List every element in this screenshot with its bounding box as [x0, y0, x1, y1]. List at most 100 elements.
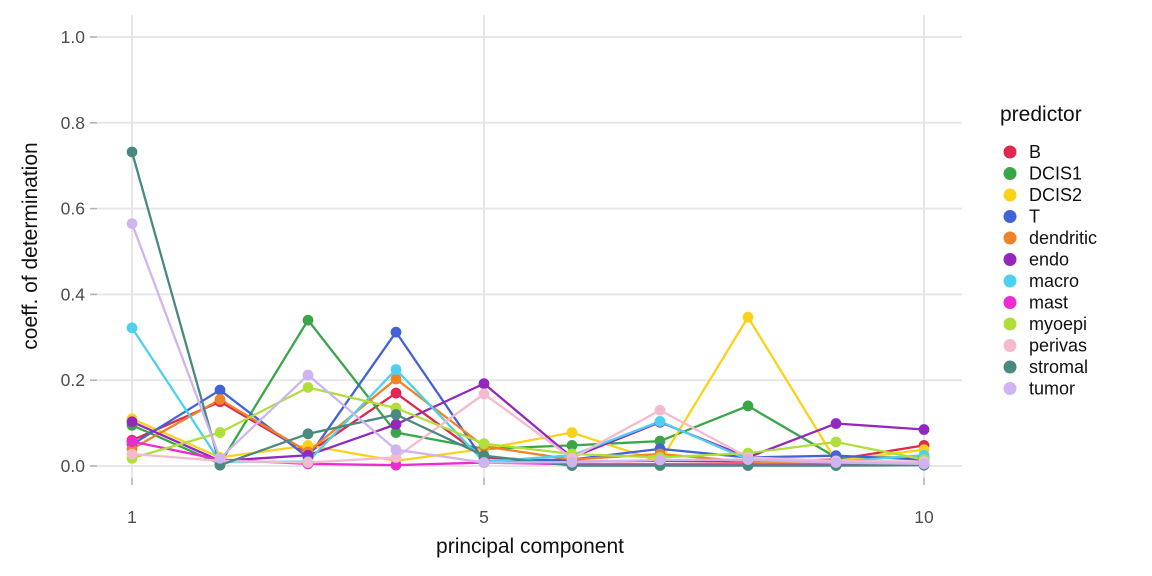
data-point-dendritic — [214, 394, 226, 405]
data-point-endo — [478, 378, 490, 390]
series-line-perivas — [131, 392, 925, 464]
legend-swatch-stromal — [1003, 360, 1017, 374]
legend-swatch-DCIS2 — [1003, 188, 1017, 202]
legend-swatch-dendritic — [1003, 231, 1017, 245]
legend-swatch-mast — [1003, 296, 1017, 309]
legend-item-DCIS1: DCIS1 — [1003, 164, 1082, 184]
data-point-macro — [390, 364, 402, 375]
data-point-endo — [126, 416, 138, 428]
data-point-perivas — [126, 448, 138, 460]
legend-item-endo: endo — [1003, 250, 1069, 270]
data-point-endo — [918, 424, 930, 435]
legend-title: predictor — [1000, 103, 1082, 126]
data-point-stromal — [126, 146, 138, 158]
y-tick-label: 0.6 — [61, 199, 85, 219]
legend-swatch-myoepi — [1003, 317, 1017, 331]
legend-swatch-T — [1003, 210, 1017, 223]
data-point-DCIS1 — [302, 314, 314, 326]
data-point-tumor — [126, 218, 138, 230]
data-point-tumor — [302, 369, 314, 381]
legend-label-B: B — [1029, 142, 1041, 162]
legend-label-T: T — [1029, 207, 1040, 227]
data-point-mast — [126, 436, 138, 447]
series-line-DCIS1 — [131, 318, 924, 466]
data-point-dendritic — [390, 373, 402, 385]
legend-item-dendritic: dendritic — [1003, 228, 1097, 248]
y-tick-label: 0.8 — [61, 113, 85, 133]
data-point-DCIS2 — [742, 311, 754, 323]
legend-label-DCIS2: DCIS2 — [1029, 185, 1082, 205]
data-point-tumor — [214, 452, 226, 464]
legend-label-perivas: perivas — [1029, 336, 1087, 356]
data-point-mast — [390, 459, 402, 471]
legend-item-tumor: tumor — [1003, 379, 1075, 399]
legend-label-stromal: stromal — [1029, 357, 1088, 377]
data-point-stromal — [302, 428, 314, 440]
legend-label-dendritic: dendritic — [1029, 228, 1097, 248]
legend-item-macro: macro — [1003, 271, 1079, 291]
y-tick-label: 0.2 — [61, 370, 85, 390]
data-point-tumor — [390, 444, 402, 456]
data-point-DCIS1 — [654, 435, 666, 447]
legend-label-tumor: tumor — [1029, 379, 1075, 399]
data-point-DCIS1 — [742, 400, 754, 412]
x-tick-label: 5 — [479, 507, 489, 527]
y-tick-label: 0.4 — [61, 284, 86, 304]
legend-swatch-perivas — [1003, 339, 1017, 352]
legend-swatch-B — [1003, 145, 1017, 159]
series-line-tumor — [130, 223, 925, 466]
data-point-perivas — [302, 457, 314, 468]
series-line-DCIS2 — [131, 315, 925, 463]
legend-item-B: B — [1003, 142, 1041, 162]
data-point-stromal — [390, 409, 402, 420]
y-axis-title: coeff. of determination — [19, 142, 42, 350]
legend-item-T: T — [1003, 207, 1040, 227]
series-line-myoepi — [131, 386, 925, 461]
data-point-macro — [126, 322, 138, 334]
legend-swatch-tumor — [1003, 382, 1017, 395]
data-point-tumor — [742, 454, 754, 465]
data-point-perivas — [654, 404, 666, 416]
data-point-DCIS1 — [566, 440, 578, 451]
legend-label-DCIS1: DCIS1 — [1029, 164, 1082, 184]
legend-item-DCIS2: DCIS2 — [1003, 185, 1082, 205]
legend-swatch-endo — [1003, 253, 1017, 266]
y-tick-label: 1.0 — [61, 27, 86, 47]
data-point-tumor — [478, 457, 490, 468]
legend-item-perivas: perivas — [1003, 336, 1087, 356]
legend-item-mast: mast — [1003, 293, 1068, 313]
legend-label-myoepi: myoepi — [1029, 314, 1087, 334]
data-point-B — [390, 387, 402, 399]
x-axis-title: principal component — [436, 535, 624, 558]
data-point-endo — [390, 418, 402, 430]
data-point-tumor — [654, 454, 666, 466]
data-point-myoepi — [302, 382, 314, 393]
data-point-DCIS1 — [390, 427, 402, 438]
data-point-tumor — [566, 456, 578, 468]
data-point-endo — [830, 418, 842, 429]
legend-swatch-macro — [1003, 274, 1017, 288]
data-point-myoepi — [478, 438, 490, 450]
data-point-T — [214, 384, 226, 396]
data-point-perivas — [478, 388, 490, 400]
x-tick-label: 10 — [914, 507, 934, 527]
legend-label-mast: mast — [1029, 293, 1068, 313]
y-tick-label: 0.0 — [61, 456, 86, 476]
data-point-macro — [654, 415, 666, 427]
data-point-DCIS2 — [566, 427, 578, 438]
data-point-tumor — [830, 457, 842, 468]
data-point-tumor — [918, 458, 930, 470]
legend-label-macro: macro — [1029, 271, 1079, 291]
legend-swatch-DCIS1 — [1003, 167, 1017, 180]
data-point-myoepi — [214, 427, 226, 438]
legend-item-myoepi: myoepi — [1003, 314, 1087, 334]
series-line-stromal — [130, 151, 925, 467]
x-tick-label: 1 — [127, 507, 137, 527]
data-point-myoepi — [830, 436, 842, 448]
data-point-perivas — [390, 452, 402, 463]
legend-item-stromal: stromal — [1003, 357, 1088, 377]
series-line-endo — [131, 382, 925, 463]
data-point-T — [390, 326, 402, 338]
